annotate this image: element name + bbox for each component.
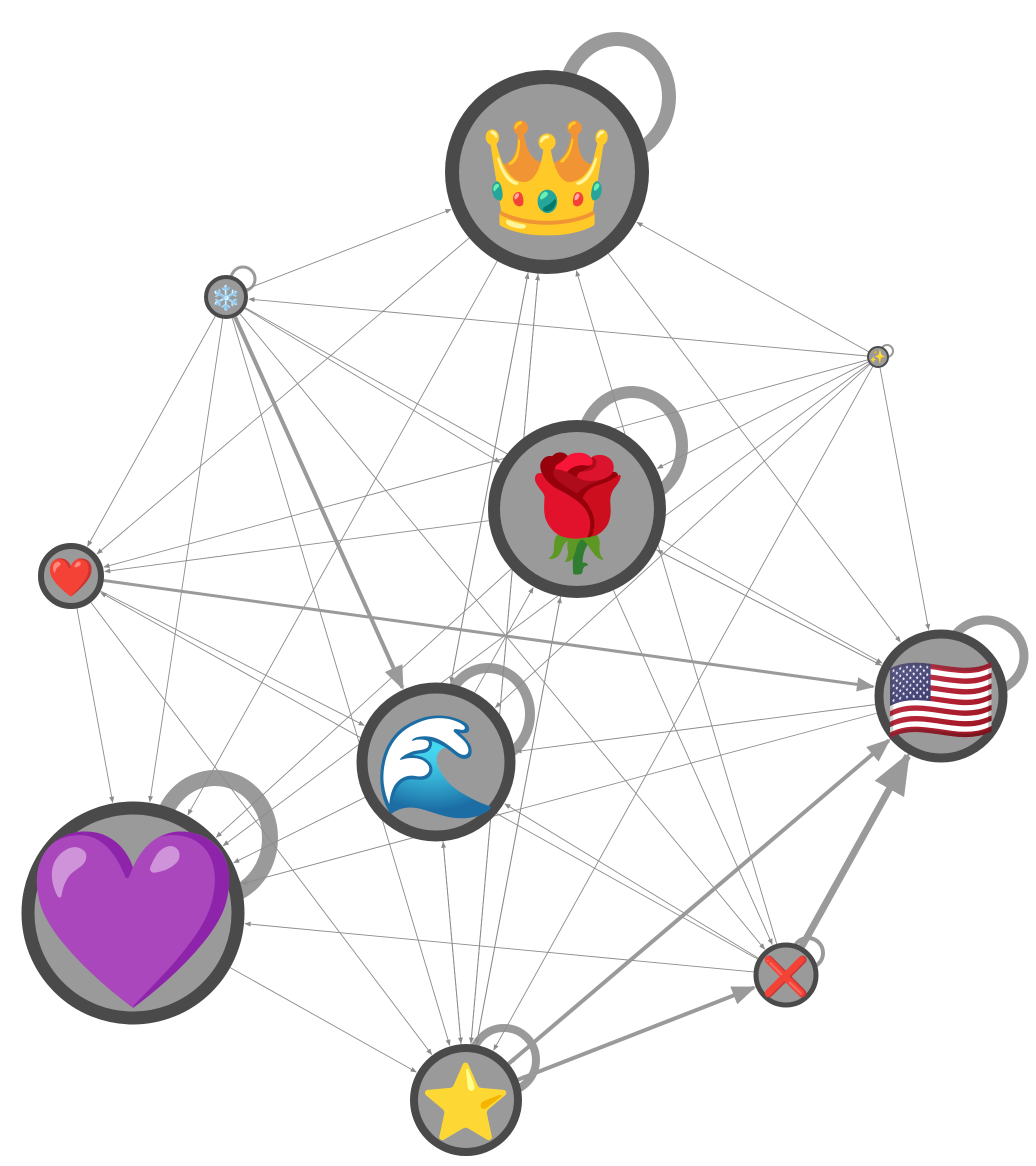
edge-us-flag-to-rose [656, 549, 883, 667]
thick-edge-star-to-us-flag [507, 738, 891, 1066]
edge-snowflake-to-red-heart [87, 316, 216, 547]
edge-snowflake-to-star [231, 317, 451, 1046]
node-circle [445, 70, 649, 274]
red-heart-icon: ❤️ [47, 556, 95, 600]
purple-heart-icon: 💜 [24, 819, 243, 1022]
edges [76, 208, 931, 1081]
edge-sparkles-to-star [493, 366, 874, 1051]
node-purple-heart[interactable]: 💜 [21, 801, 245, 1025]
node-sparkles[interactable]: ✨ [867, 346, 889, 368]
nodes: 👑 ❄️ ✨ 🌹 ❤️ 🇺🇸 🌊 💜 ❌ ⭐ [21, 70, 1008, 1156]
edge-sparkles-to-crown [636, 221, 869, 353]
node-us-flag[interactable]: 🇺🇸 [874, 629, 1008, 763]
node-circle [356, 682, 516, 842]
edge-cross-mark-to-purple-heart [244, 921, 754, 973]
edge-crown-to-purple-heart [187, 260, 498, 816]
node-red-heart[interactable]: ❤️ [38, 543, 104, 609]
edge-snowflake-to-purple-heart [148, 318, 224, 803]
edge-rose-to-purple-heart [215, 568, 512, 838]
node-circle [874, 629, 1008, 763]
edge-crown-to-red-heart [96, 237, 470, 555]
node-wave[interactable]: 🌊 [356, 682, 516, 842]
edge-rose-to-cross-mark [613, 590, 773, 946]
thick-edge-cross-mark-to-us-flag [798, 752, 911, 949]
node-star[interactable]: ⭐ [410, 1044, 522, 1156]
edge-crown-to-us-flag [607, 253, 901, 643]
node-circle [488, 420, 666, 598]
edge-us-flag-to-wave [515, 704, 876, 754]
node-circle [21, 801, 245, 1025]
snowflake-icon: ❄️ [211, 284, 241, 312]
node-circle [410, 1044, 522, 1156]
edge-wave-to-purple-heart [233, 797, 366, 864]
edge-purple-heart-to-star [229, 967, 417, 1073]
sparkles-icon: ✨ [870, 349, 886, 365]
edge-us-flag-to-purple-heart [241, 712, 877, 885]
node-rose[interactable]: 🌹 [488, 420, 666, 598]
edge-cross-mark-to-wave [504, 803, 759, 959]
edge-sparkles-to-red-heart [103, 359, 868, 569]
edge-sparkles-to-us-flag [879, 367, 931, 631]
edge-rose-to-red-heart [104, 520, 489, 574]
edge-wave-to-crown [450, 272, 530, 684]
edge-crown-to-star [468, 273, 539, 1044]
edge-sparkles-to-purple-heart [222, 363, 870, 847]
star-icon: ⭐ [420, 1060, 512, 1146]
thick-edge-star-to-cross-mark [517, 985, 757, 1082]
crown-icon: 👑 [479, 112, 616, 240]
edge-sparkles-to-wave [494, 364, 871, 709]
us-flag-icon: 🇺🇸 [886, 648, 996, 751]
edge-rose-to-star [475, 596, 562, 1045]
edge-cross-mark-to-crown [575, 270, 778, 944]
edge-sparkles-to-snowflake [248, 297, 868, 357]
thick-edge-red-heart-to-us-flag [103, 579, 875, 692]
node-cross-mark[interactable]: ❌ [753, 942, 819, 1008]
cross-mark-icon: ❌ [762, 955, 809, 1000]
rose-icon: 🌹 [509, 447, 646, 577]
node-circle [38, 543, 104, 609]
node-crown[interactable]: 👑 [445, 70, 649, 274]
edge-red-heart-to-purple-heart [76, 608, 115, 803]
node-circle [204, 275, 248, 319]
node-snowflake[interactable]: ❄️ [204, 275, 248, 319]
edge-sparkles-to-rose [656, 361, 869, 469]
node-circle [753, 942, 819, 1008]
edge-snowflake-to-rose [244, 307, 501, 463]
edge-red-heart-to-wave [100, 590, 365, 726]
thick-edge-snowflake-to-wave [233, 316, 405, 690]
edge-wave-to-rose [474, 587, 534, 693]
thick-edges [103, 316, 911, 1082]
edge-red-heart-to-star [90, 602, 433, 1055]
edge-snowflake-to-cross-mark [239, 313, 766, 950]
edge-snowflake-to-crown [246, 208, 452, 290]
node-circle [867, 346, 889, 368]
water-wave-icon: 🌊 [374, 708, 499, 825]
